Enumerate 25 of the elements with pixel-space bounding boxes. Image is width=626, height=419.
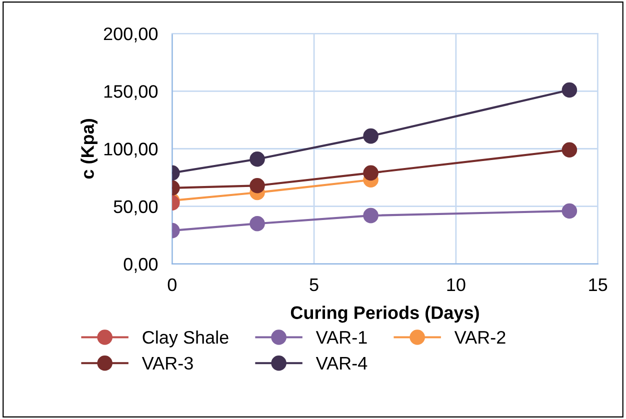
y-tick-label: 200,00 xyxy=(104,27,158,42)
y-tick-label: 0,00 xyxy=(124,258,158,273)
legend-label: VAR-4 xyxy=(316,357,368,370)
point xyxy=(250,178,265,194)
point xyxy=(250,151,265,167)
y-axis-title: c (Kpa) xyxy=(80,119,98,179)
x-tick-label: 15 xyxy=(589,278,608,292)
point xyxy=(250,216,265,232)
legend-label: VAR-3 xyxy=(142,356,193,370)
legend-label: Clay Shale xyxy=(142,330,228,348)
point xyxy=(363,208,378,224)
x-tick-label: 0 xyxy=(168,278,176,292)
x-tick-label: 5 xyxy=(310,278,318,292)
x-axis-title: Curing Periods (Days) xyxy=(290,306,479,323)
legend-label: VAR-2 xyxy=(454,330,506,344)
legend-label: VAR-1 xyxy=(316,331,367,344)
point xyxy=(562,203,578,219)
y-tick-label: 50,00 xyxy=(114,200,158,216)
point xyxy=(562,142,578,158)
point xyxy=(363,165,378,181)
y-tick-label: 100,00 xyxy=(104,142,158,158)
x-tick-label: 10 xyxy=(447,278,466,292)
y-tick-label: 150,00 xyxy=(104,85,158,100)
point xyxy=(562,82,578,98)
point xyxy=(363,128,378,144)
